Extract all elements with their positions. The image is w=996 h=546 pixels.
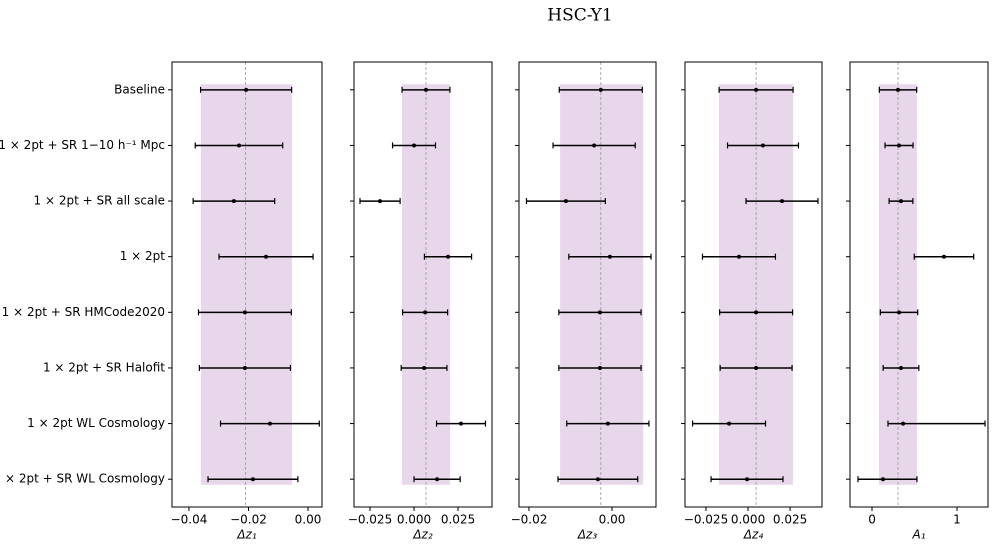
y-tick-label: 1 × 2pt WL Cosmology [27, 416, 165, 430]
point [412, 143, 417, 148]
x-tick-label: 0.025 [441, 513, 475, 527]
point [435, 477, 440, 482]
x-tick-label: 0.00 [295, 513, 322, 527]
point [459, 421, 464, 426]
chart-title: HSC-Y1 [547, 6, 612, 26]
x-tick-label: −0.04 [171, 513, 208, 527]
x-tick-label: 1 [953, 513, 961, 527]
plot-frame [684, 61, 823, 508]
point [378, 199, 383, 204]
point [595, 477, 600, 482]
point [880, 477, 885, 482]
x-tick-label: 0.025 [773, 513, 807, 527]
y-tick-label: 1 × 2pt + SR HMCode2020 [2, 305, 165, 319]
x-axis-label: A₁ [911, 528, 925, 542]
x-tick-label: −0.025 [684, 513, 728, 527]
point [592, 143, 597, 148]
x-axis-label: Δz₁ [236, 528, 257, 542]
point [901, 421, 906, 426]
point [745, 477, 750, 482]
point [898, 199, 903, 204]
point [231, 199, 236, 204]
point [754, 310, 759, 315]
y-tick-label: 1 × 2pt + SR 1−10 h⁻¹ Mpc [0, 138, 165, 152]
x-axis-label: Δz₂ [412, 528, 433, 542]
x-axis-label: Δz₄ [743, 528, 764, 542]
point [754, 365, 759, 370]
point [423, 310, 428, 315]
plot-frame [849, 61, 989, 508]
point [605, 421, 610, 426]
x-tick-label: 0.000 [397, 513, 431, 527]
point [422, 365, 427, 370]
x-tick-label: −0.02 [511, 513, 548, 527]
plot-frame [171, 61, 323, 508]
y-tick-label: 1 × 2pt + SR WL Cosmology [0, 472, 165, 486]
point [779, 199, 784, 204]
point [242, 365, 247, 370]
point [242, 310, 247, 315]
point [563, 199, 568, 204]
point [264, 254, 269, 259]
point [897, 143, 902, 148]
point [597, 365, 602, 370]
x-tick-label: 0.000 [731, 513, 765, 527]
x-axis-label: Δz₃ [577, 528, 598, 542]
point [754, 87, 759, 92]
y-tick-label: 1 × 2pt [120, 249, 166, 263]
point [896, 87, 901, 92]
point [597, 310, 602, 315]
point [941, 254, 946, 259]
point [236, 143, 241, 148]
point [607, 254, 612, 259]
y-tick-label: 1 × 2pt + SR all scale [34, 194, 165, 208]
point [897, 310, 902, 315]
point [250, 477, 255, 482]
y-tick-label: 1 × 2pt + SR Halofit [43, 360, 165, 374]
shaded-band [200, 84, 292, 485]
plot-frame [353, 61, 493, 508]
point [898, 365, 903, 370]
point [736, 254, 741, 259]
x-tick-label: −0.02 [230, 513, 267, 527]
x-tick-label: 0 [868, 513, 876, 527]
point [598, 87, 603, 92]
x-tick-label: −0.025 [348, 513, 392, 527]
point [445, 254, 450, 259]
point [244, 87, 249, 92]
shaded-band [560, 84, 644, 485]
point [727, 421, 732, 426]
point [760, 143, 765, 148]
x-tick-label: 0.00 [599, 513, 626, 527]
point [423, 87, 428, 92]
point [267, 421, 272, 426]
plot-frame [518, 61, 657, 508]
y-tick-label: Baseline [114, 82, 165, 96]
